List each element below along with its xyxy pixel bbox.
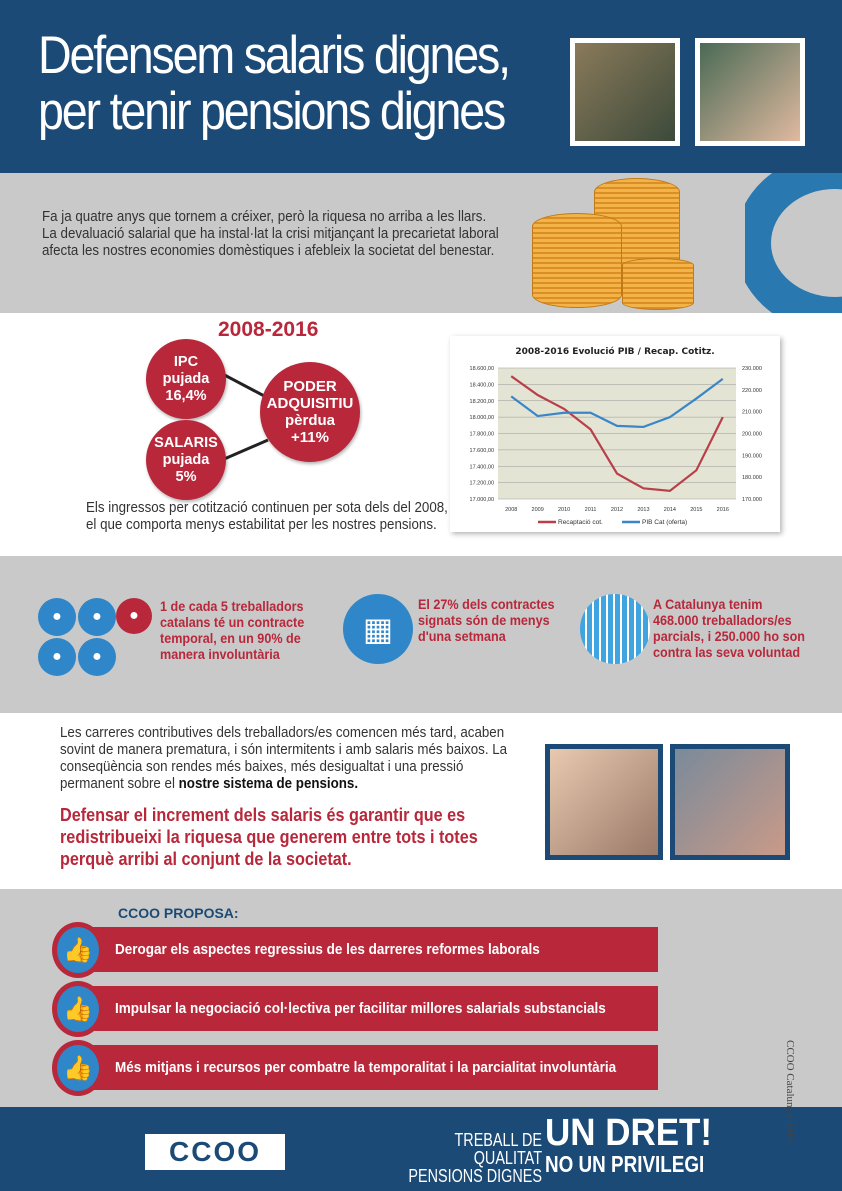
footer-tagline: TREBALL DE QUALITAT PENSIONS DIGNES — [408, 1130, 542, 1186]
thumbs-up-icon: 👍 — [52, 981, 104, 1037]
y-right-tick-label: 210.000 — [742, 410, 762, 416]
y-left-tick-label: 17.000,00 — [470, 497, 494, 503]
y-left-tick-label: 18.600,00 — [470, 366, 494, 372]
y-left-tick-label: 17.200,00 — [470, 481, 494, 487]
worker-photo — [570, 38, 680, 146]
y-left-tick-label: 18.000,00 — [470, 415, 494, 421]
y-right-tick-label: 220.000 — [742, 388, 762, 394]
intro-band: Fa ja quatre anys que tornem a créixer, … — [0, 173, 842, 313]
stat-contractes: El 27% dels contractes signats són de me… — [418, 596, 555, 644]
y-right-tick-label: 200.000 — [742, 432, 762, 438]
line-chart: 2008-2016 Evolució PIB / Recap. Cotitz. … — [450, 336, 780, 532]
y-left-tick-label: 18.200,00 — [470, 399, 494, 405]
footer: CCOO TREBALL DE QUALITAT PENSIONS DIGNES … — [0, 1107, 842, 1191]
intro-text: Fa ja quatre anys que tornem a créixer, … — [42, 209, 499, 259]
stat-temporal: 1 de cada 5 treballadors catalans té un … — [160, 598, 305, 662]
x-tick-label: 2014 — [664, 507, 676, 513]
y-left-tick-label: 17.800,00 — [470, 432, 494, 438]
proposal-item: Derogar els aspectes regressius de les d… — [90, 927, 658, 972]
crowd-icon — [580, 594, 650, 664]
x-tick-label: 2010 — [558, 507, 570, 513]
y-right-tick-label: 230.000 — [742, 366, 762, 372]
x-tick-label: 2009 — [532, 507, 544, 513]
euro-symbol-icon — [745, 173, 842, 313]
x-tick-label: 2008 — [505, 507, 517, 513]
ccoo-logo: CCOO — [145, 1134, 285, 1170]
person-icon: ● — [78, 638, 116, 676]
page-title: Defensem salaris dignes, per tenir pensi… — [38, 26, 511, 141]
series-line-pib — [510, 378, 724, 429]
proposals-heading: CCOO PROPOSA: — [118, 905, 239, 921]
proposal-item: Més mitjans i recursos per combatre la t… — [90, 1045, 658, 1090]
older-woman-photo — [670, 744, 790, 860]
y-left-tick-label: 17.600,00 — [470, 448, 494, 454]
x-tick-label: 2013 — [637, 507, 649, 513]
x-tick-label: 2016 — [717, 507, 729, 513]
y-right-tick-label: 170.000 — [742, 497, 762, 503]
young-woman-photo — [545, 744, 663, 860]
y-left-tick-label: 18.400,00 — [470, 382, 494, 388]
person-highlight-icon: ● — [116, 598, 152, 634]
y-right-tick-label: 190.000 — [742, 453, 762, 459]
proposal-item: Impulsar la negociació col·lectiva per f… — [90, 986, 658, 1031]
x-tick-label: 2011 — [585, 507, 597, 513]
x-tick-label: 2012 — [611, 507, 623, 513]
thumbs-up-icon: 👍 — [52, 922, 104, 978]
thumbs-up-icon: 👍 — [52, 1040, 104, 1096]
poder-adquisitiu-circle: PODER ADQUISITIU pèrdua +11% — [260, 362, 360, 462]
coin-stack-icon — [622, 258, 694, 310]
period-heading: 2008-2016 — [218, 318, 319, 341]
coin-stack-icon — [532, 213, 622, 308]
stats-band: ● ● ● ● ● 1 de cada 5 treballadors catal… — [0, 556, 842, 713]
y-left-tick-label: 17.400,00 — [470, 464, 494, 470]
slogan-no-un-privilegi: NO UN PRIVILEGI — [545, 1151, 705, 1177]
x-tick-label: 2015 — [690, 507, 702, 513]
ingressos-text: Els ingressos per cotització continuen p… — [86, 500, 448, 533]
chart-title: 2008-2016 Evolució PIB / Recap. Cotitz. — [515, 346, 714, 357]
y-right-tick-label: 180.000 — [742, 475, 762, 481]
carreres-text: Les carreres contributives dels treballa… — [60, 725, 508, 792]
defensar-statement: Defensar el increment dels salaris és ga… — [60, 805, 478, 869]
chart-svg: 2008-2016 Evolució PIB / Recap. Cotitz. … — [470, 346, 762, 526]
salaris-circle: SALARIS pujada 5% — [146, 420, 226, 500]
stat-parcials: A Catalunya tenim 468.000 treballadors/e… — [653, 596, 805, 660]
slogan-un-dret: UN DRET! — [545, 1112, 713, 1154]
teacher-photo — [695, 38, 805, 146]
legend-label: Recaptació cot. — [558, 519, 603, 526]
person-icon: ● — [38, 598, 76, 636]
legend-label: PIB Cat (oferta) — [642, 519, 687, 526]
person-icon: ● — [78, 598, 116, 636]
header: Defensem salaris dignes, per tenir pensi… — [0, 0, 842, 173]
person-icon: ● — [38, 638, 76, 676]
calendar-icon: ▦ — [343, 594, 413, 664]
copyright: CCOO Catalunya 2018 — [784, 1040, 796, 1143]
series-line-recaptacio — [510, 375, 724, 492]
ipc-circle: IPC pujada 16,4% — [146, 339, 226, 419]
